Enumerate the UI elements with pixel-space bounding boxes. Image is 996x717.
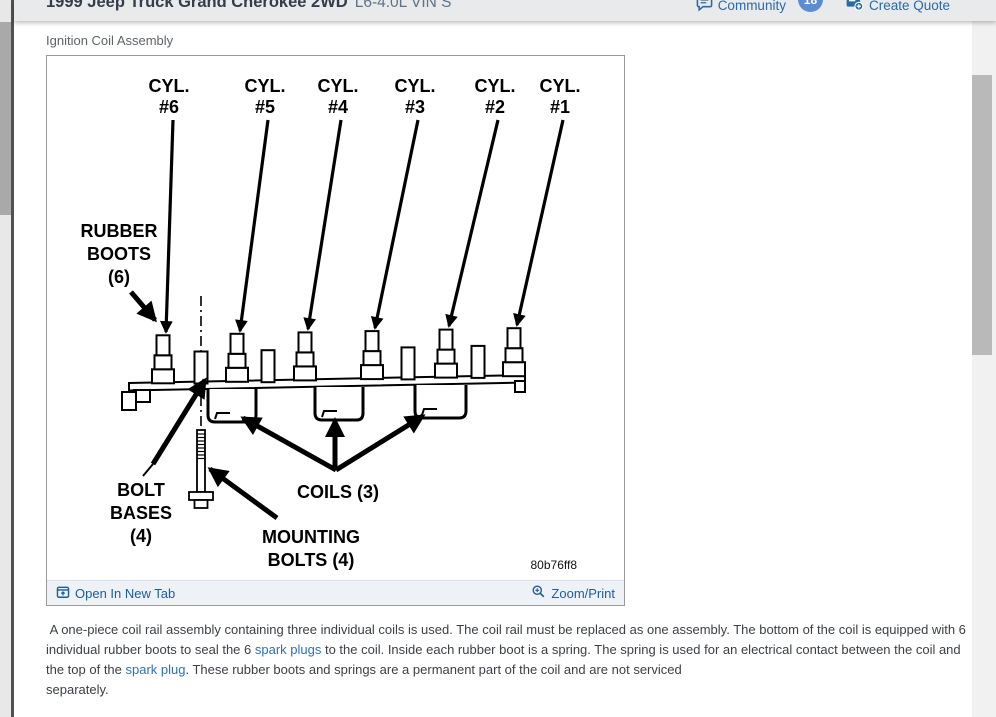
ignition-coil-diagram[interactable]: CYL. #6 CYL. #5 CYL. #4 CYL. #3 CYL. #2 … xyxy=(47,56,624,580)
svg-text:#6: #6 xyxy=(159,97,179,117)
cyl3-label: CYL. xyxy=(394,76,435,96)
chat-bubble-icon xyxy=(696,0,713,15)
left-panel-scrollbar xyxy=(0,0,11,717)
figure-toolbar: Open In New Tab Zoom/Print xyxy=(47,580,624,605)
page-scrollbar-thumb[interactable] xyxy=(972,75,992,355)
cyl5-label: CYL. xyxy=(244,76,285,96)
spark-plug-link[interactable]: spark plug xyxy=(125,662,186,677)
create-quote-label: Create Quote xyxy=(868,0,950,13)
community-button[interactable]: Community xyxy=(696,0,786,15)
svg-text:#5: #5 xyxy=(255,97,275,117)
community-label: Community xyxy=(717,0,786,13)
vehicle-name: 1999 Jeep Truck Grand Cherokee 2WD xyxy=(46,0,348,11)
bolt-bases-label: BOLT xyxy=(117,480,165,500)
open-in-new-tab-button[interactable]: Open In New Tab xyxy=(56,585,175,602)
description-paragraph: A one-piece coil rail assembly containin… xyxy=(46,622,970,697)
svg-text:(4): (4) xyxy=(130,526,152,546)
zoom-in-icon xyxy=(531,584,546,602)
create-quote-button[interactable]: Create Quote xyxy=(845,0,950,16)
figure-heading: Ignition Coil Assembly xyxy=(46,33,174,48)
content-area: Ignition Coil Assembly xyxy=(17,21,972,717)
panel-divider xyxy=(11,0,14,717)
cyl6-label: CYL. xyxy=(148,76,189,96)
svg-text:#1: #1 xyxy=(550,97,570,117)
vehicle-title: 1999 Jeep Truck Grand Cherokee 2WD L6-4.0… xyxy=(46,0,452,12)
engine-spec: L6-4.0L VIN S xyxy=(354,0,452,11)
svg-text:#3: #3 xyxy=(405,97,425,117)
svg-text:#4: #4 xyxy=(328,97,348,117)
page-scrollbar xyxy=(972,20,996,717)
mounting-bolts-label: MOUNTING xyxy=(262,527,360,547)
open-in-new-tab-icon xyxy=(56,585,70,602)
svg-text:#2: #2 xyxy=(485,97,505,117)
left-scrollbar-thumb[interactable] xyxy=(0,22,11,215)
figure-code: 80b76ff8 xyxy=(531,558,578,572)
rubber-boots-label: RUBBER xyxy=(80,221,157,241)
zoom-print-button[interactable]: Zoom/Print xyxy=(531,584,615,602)
cyl1-label: CYL. xyxy=(539,76,580,96)
coils-label: COILS (3) xyxy=(297,482,379,502)
community-badge: 18 xyxy=(797,0,823,12)
svg-text:(6): (6) xyxy=(108,267,130,287)
svg-text:BOOTS: BOOTS xyxy=(87,244,151,264)
svg-text:BOLTS (4): BOLTS (4) xyxy=(268,550,355,570)
svg-text:BASES: BASES xyxy=(110,503,172,523)
quote-plus-icon xyxy=(845,0,864,16)
cyl2-label: CYL. xyxy=(474,76,515,96)
page-header: 1999 Jeep Truck Grand Cherokee 2WD L6-4.0… xyxy=(14,0,996,21)
paragraph-text: A one-piece coil rail assembly containin… xyxy=(46,622,970,657)
spark-plugs-link[interactable]: spark plugs xyxy=(254,642,322,657)
figure-panel: CYL. #6 CYL. #5 CYL. #4 CYL. #3 CYL. #2 … xyxy=(46,55,625,606)
cyl4-label: CYL. xyxy=(317,76,358,96)
